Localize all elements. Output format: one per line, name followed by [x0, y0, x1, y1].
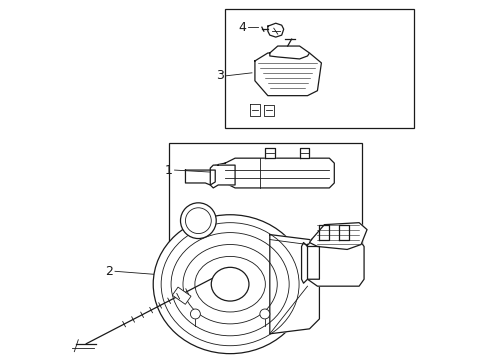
- Polygon shape: [299, 148, 310, 158]
- Circle shape: [260, 309, 270, 319]
- Polygon shape: [210, 158, 334, 188]
- Text: 3: 3: [216, 69, 224, 82]
- Polygon shape: [270, 235, 319, 334]
- Circle shape: [185, 208, 211, 234]
- Ellipse shape: [153, 215, 307, 354]
- Circle shape: [191, 309, 200, 319]
- Polygon shape: [185, 170, 215, 185]
- Polygon shape: [310, 223, 367, 249]
- Bar: [225, 9, 414, 129]
- Polygon shape: [268, 23, 284, 37]
- Polygon shape: [265, 148, 275, 158]
- Polygon shape: [210, 165, 235, 188]
- Polygon shape: [270, 46, 310, 59]
- Text: 1: 1: [165, 163, 172, 176]
- Text: 4: 4: [238, 21, 246, 34]
- Bar: [169, 143, 362, 244]
- Bar: [172, 287, 191, 304]
- Polygon shape: [301, 243, 319, 283]
- Text: 2: 2: [105, 265, 113, 278]
- Polygon shape: [339, 225, 349, 239]
- Circle shape: [180, 203, 216, 239]
- Polygon shape: [255, 53, 321, 96]
- Ellipse shape: [211, 267, 249, 301]
- Polygon shape: [308, 239, 364, 286]
- Polygon shape: [319, 225, 329, 239]
- Polygon shape: [264, 105, 274, 116]
- Polygon shape: [250, 104, 260, 116]
